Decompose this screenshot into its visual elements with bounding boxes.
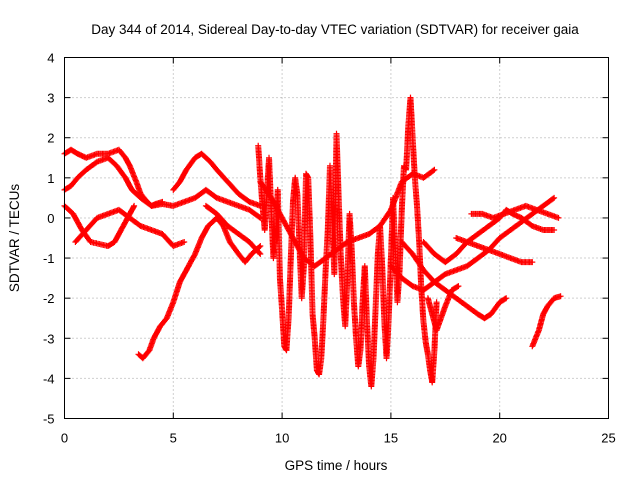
y-tick-label: 3 bbox=[47, 91, 54, 106]
series-arc14 bbox=[453, 235, 536, 266]
x-tick-label: 20 bbox=[492, 431, 506, 446]
y-tick-label: -5 bbox=[43, 412, 55, 427]
x-tick-label: 0 bbox=[61, 431, 68, 446]
axis-ticks: 0 5 10 15 20 25 -5 -4 -3 -2 -1 0 1 2 3 4 bbox=[43, 51, 616, 446]
plot-frame bbox=[64, 57, 609, 419]
y-tick-label: 4 bbox=[47, 51, 54, 66]
series-arc6 bbox=[170, 150, 264, 209]
y-tick-label: -4 bbox=[43, 371, 55, 386]
y-tick-label: -1 bbox=[43, 251, 55, 266]
y-tick-label: -2 bbox=[43, 291, 55, 306]
series-arc16 bbox=[424, 283, 462, 334]
series-arc7 bbox=[202, 202, 264, 257]
y-tick-label: 2 bbox=[47, 131, 54, 146]
y-tick-label: 1 bbox=[47, 171, 54, 186]
data-series bbox=[61, 94, 564, 390]
y-tick-label: -3 bbox=[43, 331, 55, 346]
x-tick-label: 15 bbox=[384, 431, 398, 446]
y-axis-label: SDTVAR / TECUs bbox=[7, 184, 22, 293]
series-arc4 bbox=[72, 206, 188, 249]
series-arc9 bbox=[257, 166, 438, 270]
series-arc15 bbox=[529, 293, 564, 350]
series-arc5 bbox=[135, 214, 264, 362]
series-arc8 bbox=[255, 94, 440, 390]
y-tick-label: 0 bbox=[47, 211, 54, 226]
x-tick-label: 5 bbox=[170, 431, 177, 446]
x-axis-label: GPS time / hours bbox=[285, 458, 388, 473]
chart-title: Day 344 of 2014, Sidereal Day-to-day VTE… bbox=[91, 22, 579, 37]
series-arc13 bbox=[468, 202, 562, 221]
x-tick-label: 25 bbox=[601, 431, 615, 446]
x-tick-label: 10 bbox=[275, 431, 289, 446]
